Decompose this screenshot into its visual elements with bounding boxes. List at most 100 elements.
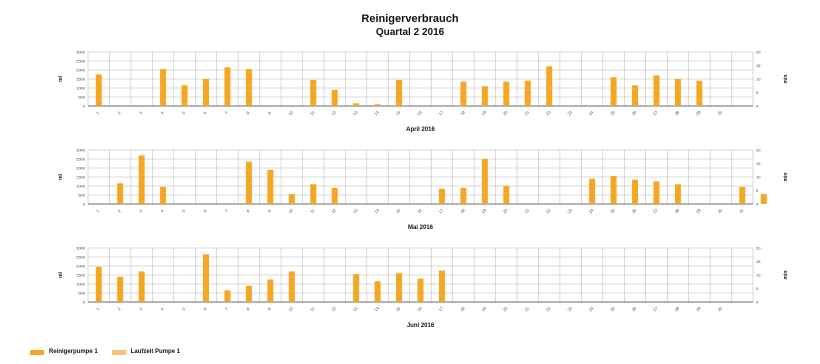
x-tick-label: 7	[224, 306, 230, 312]
y-tick-left: 3000	[76, 246, 86, 251]
x-tick-label: 2	[117, 208, 123, 214]
bar	[310, 184, 317, 204]
y-tick-left: 500	[78, 95, 85, 100]
y-tick-right: 15	[756, 63, 761, 68]
x-tick-label: 10	[287, 207, 294, 214]
x-tick-label: 26	[631, 305, 638, 312]
x-tick-label: 3	[138, 208, 144, 214]
bar	[267, 279, 274, 302]
x-tick-label: 6	[202, 110, 208, 116]
bar	[696, 80, 703, 106]
x-tick-label: 1	[95, 110, 101, 116]
y-tick-right: 10	[756, 77, 761, 82]
y-tick-left: 2500	[76, 255, 86, 260]
x-tick-label: 29	[695, 109, 702, 116]
bar	[503, 81, 510, 106]
x-tick-label: 10	[287, 109, 294, 116]
bar	[181, 85, 188, 106]
legend-label-reinigerpumpe: Reinigerpumpe 1	[49, 349, 98, 355]
chart-legend: Reinigerpumpe 1 Laufzeit Pumpe 1	[30, 349, 180, 355]
bar	[653, 75, 660, 106]
y-tick-left: 3000	[76, 148, 86, 153]
bar	[503, 186, 510, 204]
bar	[674, 184, 681, 204]
bar	[138, 271, 145, 302]
y-tick-right: 10	[756, 175, 761, 180]
x-tick-label: 29	[695, 207, 702, 214]
x-tick-label: 30	[716, 207, 723, 214]
x-axis-label: Juni 2016	[407, 323, 435, 329]
x-tick-label: 27	[652, 207, 659, 214]
y-axis-label-left: ml	[58, 271, 64, 277]
legend-swatch-laufzeit	[111, 349, 126, 355]
x-tick-label: 14	[373, 109, 380, 116]
x-tick-label: 9	[267, 306, 273, 312]
y-axis-label-right: min	[783, 173, 789, 182]
x-tick-label: 12	[330, 305, 337, 312]
x-tick-label: 15	[395, 109, 402, 116]
bar	[524, 80, 531, 106]
x-tick-label: 19	[480, 109, 487, 116]
bar	[589, 178, 596, 204]
bar	[117, 183, 124, 204]
x-tick-label: 14	[373, 305, 380, 312]
x-tick-label: 10	[287, 305, 294, 312]
y-tick-left: 3000	[76, 50, 86, 55]
bar	[288, 271, 295, 302]
x-tick-label: 11	[309, 109, 316, 116]
y-tick-right: 5	[756, 90, 759, 95]
y-tick-right: 0	[756, 202, 759, 207]
x-tick-label: 3	[138, 110, 144, 116]
x-tick-label: 17	[438, 305, 445, 312]
x-tick-label: 21	[523, 305, 530, 312]
y-tick-right: 5	[756, 188, 759, 193]
x-tick-label: 9	[267, 208, 273, 214]
x-tick-label: 19	[480, 305, 487, 312]
bar	[460, 187, 467, 204]
x-tick-label: 25	[609, 305, 616, 312]
bar	[481, 86, 488, 106]
legend-item-reinigerpumpe: Reinigerpumpe 1	[30, 349, 98, 355]
bar	[245, 69, 252, 106]
x-tick-label: 2	[117, 110, 123, 116]
bar	[610, 77, 617, 106]
legend-label-laufzeit: Laufzeit Pumpe 1	[130, 349, 181, 355]
y-tick-left: 1500	[76, 273, 86, 278]
bar	[610, 176, 617, 204]
y-tick-left: 1000	[76, 86, 86, 91]
x-tick-label: 20	[502, 207, 509, 214]
bar	[224, 67, 231, 106]
bar	[95, 74, 102, 106]
x-tick-label: 31	[738, 207, 745, 214]
bar	[632, 85, 639, 106]
x-tick-label: 9	[267, 110, 273, 116]
y-tick-left: 1000	[76, 282, 86, 287]
bar	[267, 169, 274, 204]
x-tick-label: 4	[159, 306, 165, 312]
x-axis-label: April 2016	[406, 127, 435, 133]
bar	[739, 186, 746, 204]
bar	[438, 188, 445, 204]
bar	[374, 104, 381, 106]
x-tick-label: 28	[674, 305, 681, 312]
x-tick-label: 6	[202, 306, 208, 312]
y-tick-right: 10	[756, 273, 761, 278]
y-tick-left: 1500	[76, 175, 86, 180]
bar	[160, 69, 167, 106]
y-axis-label-left: ml	[58, 75, 64, 81]
y-tick-right: 5	[756, 286, 759, 291]
x-tick-label: 25	[609, 207, 616, 214]
x-tick-label: 24	[588, 207, 595, 214]
x-tick-label: 16	[416, 305, 423, 312]
bar	[674, 79, 681, 106]
x-tick-label: 14	[373, 207, 380, 214]
y-tick-right: 0	[756, 300, 759, 305]
bar	[653, 181, 660, 204]
x-tick-label: 4	[159, 110, 165, 116]
x-tick-label: 6	[202, 208, 208, 214]
